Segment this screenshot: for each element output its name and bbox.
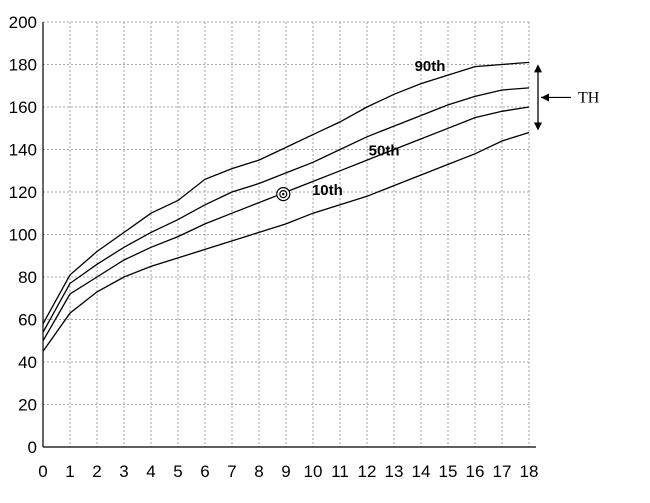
- y-tick-label: 100: [9, 226, 37, 245]
- x-tick-labels: 0 1 2 3 4 5 6 7 8 9 10 11 12 13 14 15 16 17 18: [38, 462, 538, 481]
- y-tick-labels: 0 20 40 60 80 100 120 140 160 180 200: [9, 13, 37, 457]
- y-tick-label: 200: [9, 13, 37, 32]
- y-tick-label: 80: [18, 268, 37, 287]
- x-tick-label: 14: [412, 462, 431, 481]
- x-tick-label: 7: [227, 462, 236, 481]
- x-tick-label: 12: [358, 462, 377, 481]
- y-tick-label: 40: [18, 353, 37, 372]
- series-label: 90th: [415, 58, 446, 75]
- x-tick-label: 15: [439, 462, 458, 481]
- x-tick-label: 10: [304, 462, 323, 481]
- target-height-label: TH: [578, 89, 600, 106]
- target-height-arrow-down: [534, 122, 542, 131]
- series-lines: [42, 61, 530, 352]
- y-tick-label: 140: [9, 141, 37, 160]
- series-labels: 90th 50th 10th: [312, 58, 445, 199]
- x-tick-label: 13: [385, 462, 404, 481]
- marker-dot: [282, 192, 285, 196]
- y-tick-label: 120: [9, 183, 37, 202]
- x-tick-label: 2: [92, 462, 101, 481]
- series-line-curve-2: [42, 87, 530, 333]
- y-tick-label: 0: [28, 438, 37, 457]
- x-tick-label: 0: [38, 462, 47, 481]
- x-tick-label: 9: [281, 462, 290, 481]
- y-tick-label: 160: [9, 98, 37, 117]
- y-tick-label: 20: [18, 396, 37, 415]
- data-marker: [276, 187, 291, 202]
- x-tick-label: 5: [173, 462, 182, 481]
- x-tick-label: 1: [65, 462, 74, 481]
- x-tick-label: 17: [493, 462, 512, 481]
- x-tick-label: 6: [200, 462, 209, 481]
- target-height-arrow-up: [534, 64, 542, 73]
- x-tick-label: 18: [520, 462, 539, 481]
- target-height-annotation: TH: [534, 64, 600, 131]
- x-tick-label: 16: [466, 462, 485, 481]
- y-tick-label: 60: [18, 311, 37, 330]
- axes: [42, 22, 536, 448]
- series-label: 50th: [369, 142, 400, 159]
- marker-inner-ring: [279, 190, 288, 199]
- x-tick-label: 8: [254, 462, 263, 481]
- series-label: 10th: [312, 182, 343, 199]
- series-line-10th: [42, 131, 530, 352]
- x-tick-label: 11: [331, 462, 349, 481]
- target-height-pointer-arrow: [541, 93, 549, 102]
- y-tick-label: 180: [9, 56, 37, 75]
- x-tick-label: 3: [119, 462, 128, 481]
- x-tick-label: 4: [146, 462, 155, 481]
- grid: [43, 21, 530, 447]
- series-line-90th: [42, 61, 530, 325]
